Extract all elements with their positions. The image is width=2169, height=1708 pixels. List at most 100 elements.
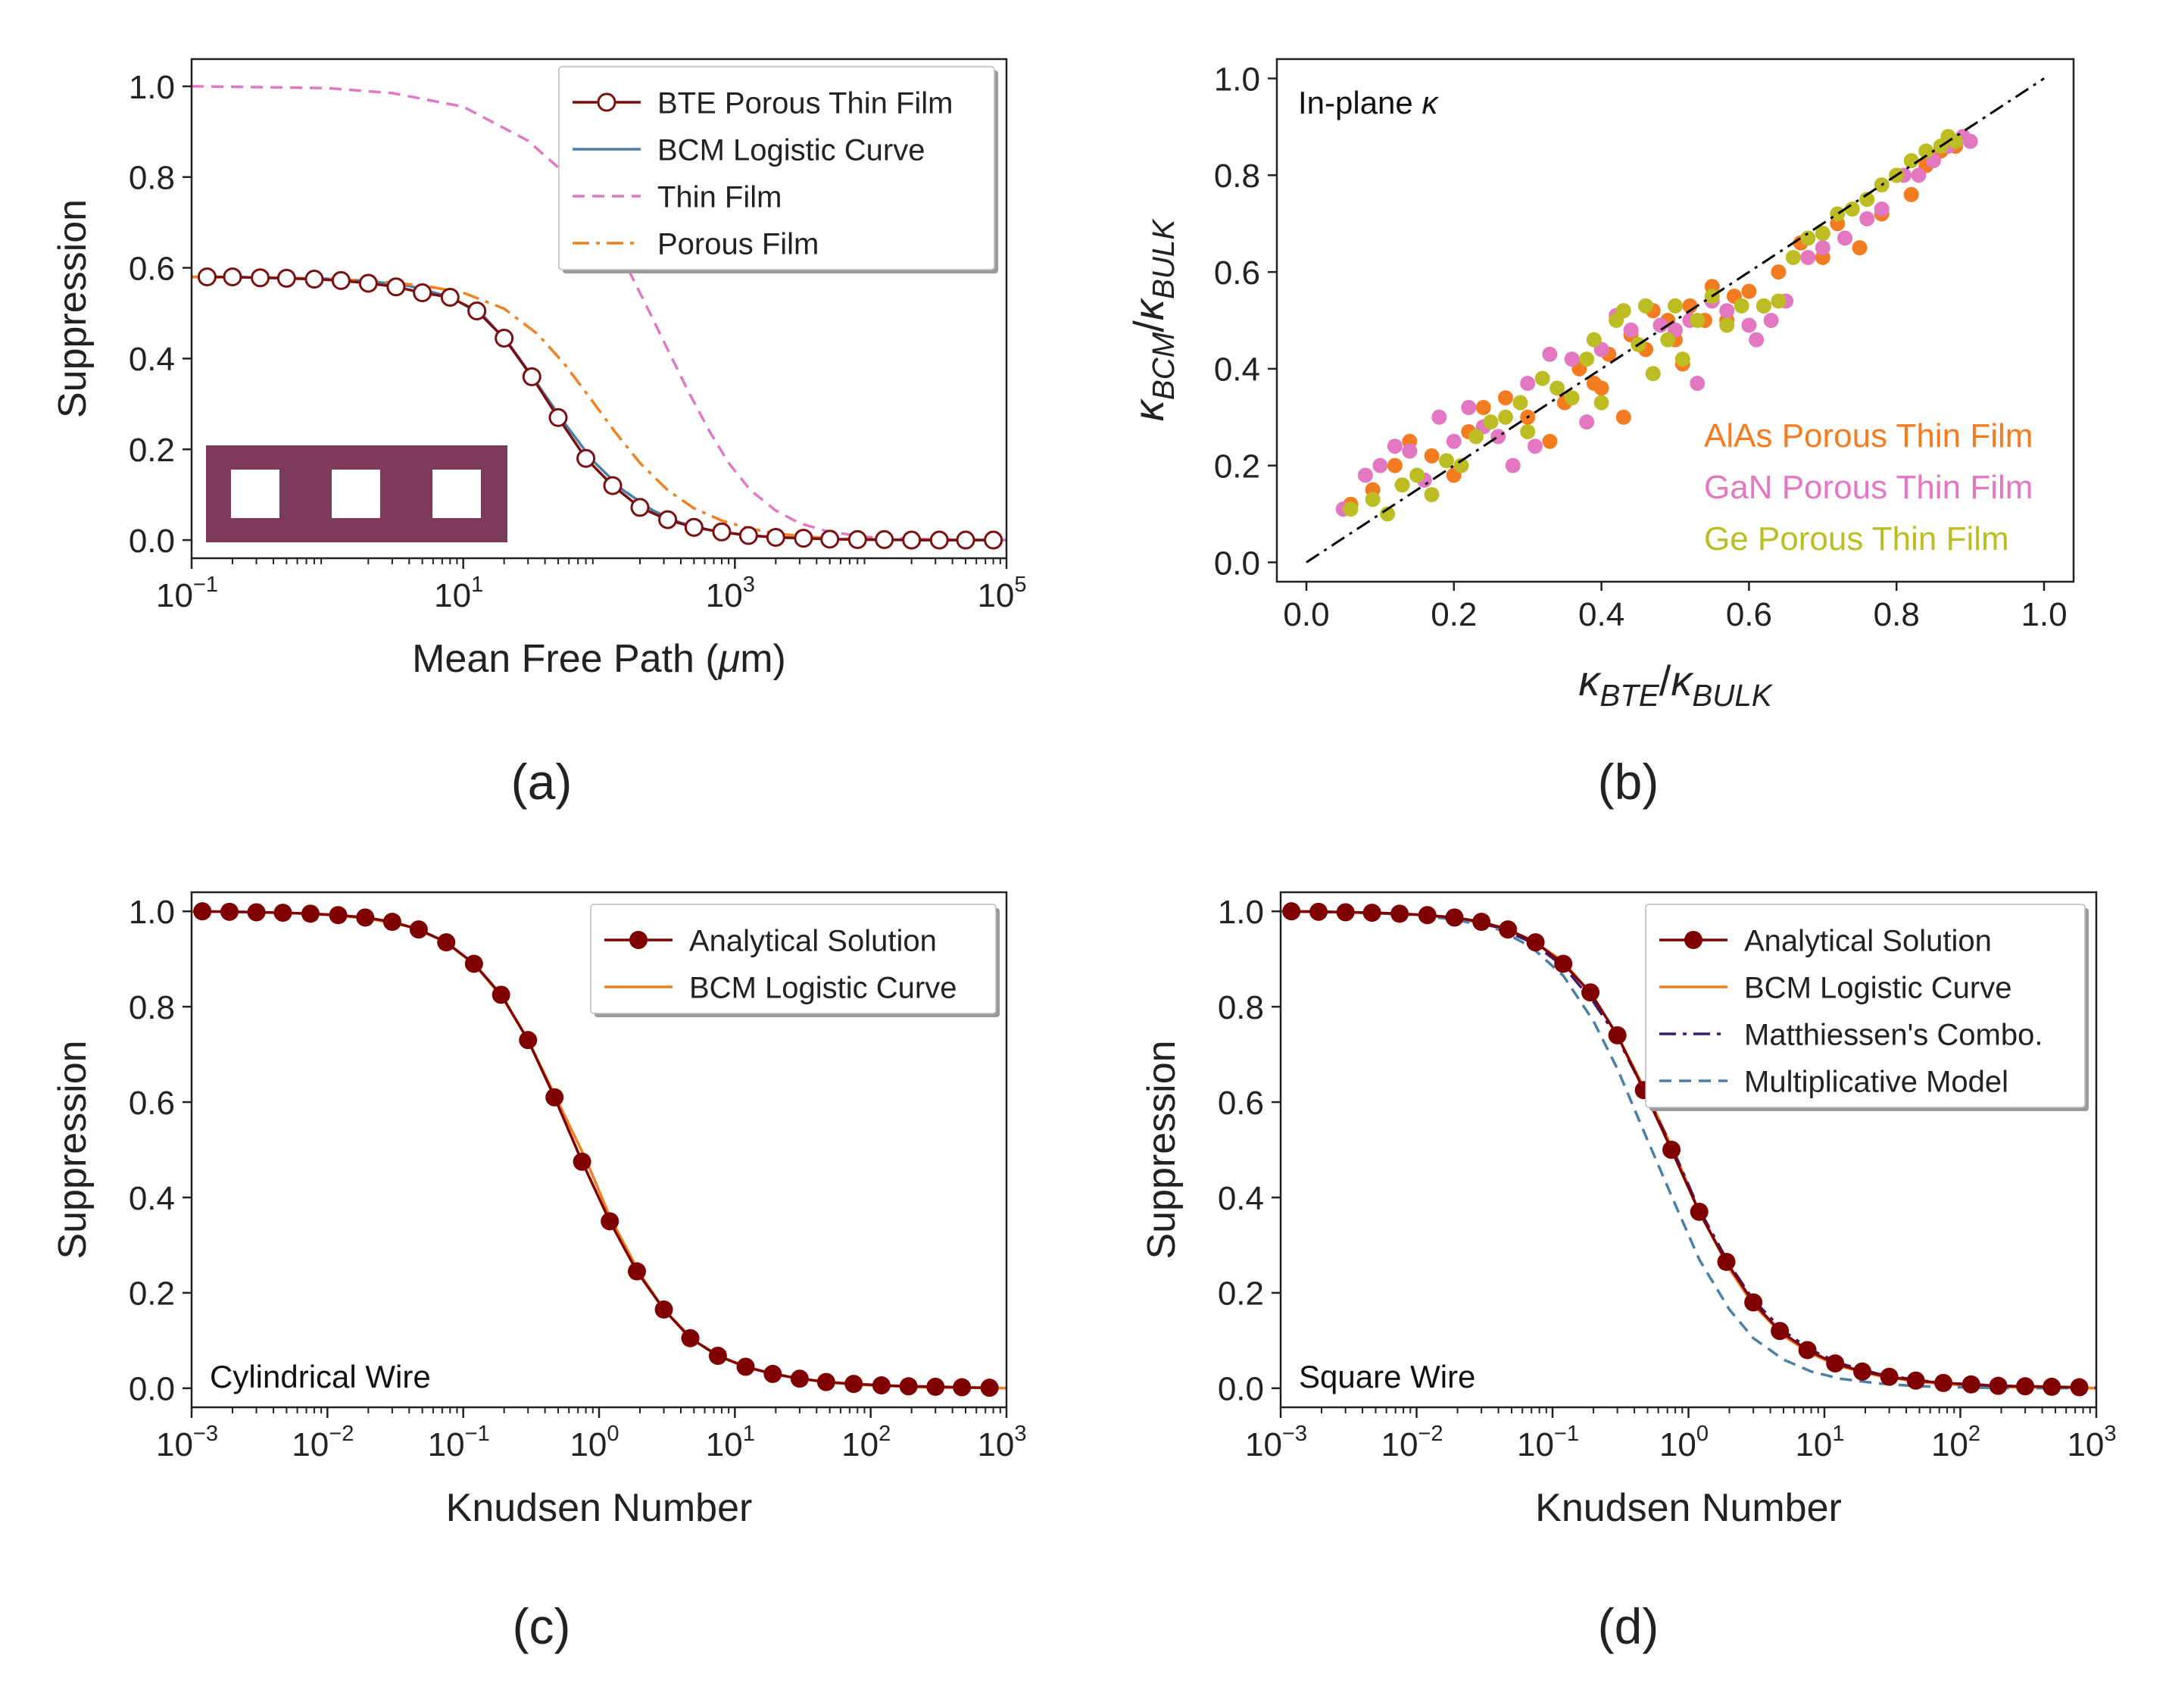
data-point [1387,457,1403,473]
data-point [301,904,320,923]
data-point [1749,332,1765,348]
data-point [1365,492,1381,507]
data-point [1934,1373,1953,1392]
data-point [1989,1376,2008,1395]
data-point [1475,400,1491,415]
data-point [816,1372,835,1391]
data-point [193,902,212,921]
x-tick-label: 100 [1659,1422,1709,1463]
data-point [1690,313,1706,328]
x-tick-label: 10−1 [428,1422,490,1463]
data-point [1652,317,1668,333]
data-point [386,277,406,297]
x-tick-label: 0.4 [1578,596,1624,633]
inset-pore [432,470,481,518]
data-point [573,1152,591,1171]
data-point [1357,467,1373,483]
data-point [1409,467,1425,483]
data-point [1615,409,1631,425]
data-point [1520,423,1536,439]
data-point [1948,133,1964,149]
data-point [1542,346,1558,362]
panel-annotation: In-plane κ [1298,85,1439,120]
y-tick-label: 0.8 [1214,158,1260,195]
data-point [273,904,292,923]
data-point [847,529,867,549]
data-point [1336,903,1355,922]
inset-pore [332,470,380,518]
plot-frame [1275,58,2075,583]
data-point [1771,293,1787,309]
data-point [437,933,456,952]
x-tick-label: 101 [434,573,483,614]
data-point [1798,1341,1817,1360]
data-point [1763,313,1779,328]
data-point [1446,433,1462,449]
data-point [1499,920,1518,939]
y-tick-label: 1.0 [1214,61,1260,98]
data-point [926,1377,945,1396]
x-tick-label: 101 [1795,1422,1844,1463]
data-point [220,902,239,921]
data-point [763,1364,782,1383]
data-point [1645,366,1661,382]
data-point [464,954,483,973]
legend-label: BCM Logistic Curve [657,133,925,167]
legend-label: AlAs Porous Thin Film [1704,417,2033,454]
y-tick-label: 0.0 [1218,1371,1264,1408]
x-axis-label: Mean Free Path (μm) [412,637,786,681]
data-point [1608,1026,1627,1044]
data-point [820,529,840,549]
data-point [467,301,487,320]
plot-area [1281,902,2096,1397]
data-point [1497,409,1513,425]
data-point [1424,487,1440,502]
data-point [1497,390,1513,406]
data-point [844,1375,863,1394]
data-point [1734,298,1749,314]
legend-label: BTE Porous Thin Film [657,86,953,120]
data-point [1815,240,1830,256]
data-point [1581,983,1600,1002]
x-axis-label: κBTE/κBULK [1578,657,1773,713]
data-point [1550,380,1565,396]
data-point [576,448,596,468]
data-point [1505,457,1521,473]
legend-marker [597,92,616,112]
data-point [409,920,428,939]
y-tick-label: 0.4 [1218,1180,1264,1217]
x-tick-label: 10−3 [156,1422,218,1463]
data-point [681,1329,700,1347]
data-point [545,1088,564,1107]
legend-label: Analytical Solution [1744,924,1992,957]
y-axis-label: κBCM/κBULK [1125,218,1181,422]
y-tick-label: 1.0 [1218,894,1264,931]
panel-label: (b) [1598,754,1659,810]
data-point [1826,1354,1845,1373]
data-point [1771,264,1787,280]
data-point [658,510,678,529]
data-point [1418,906,1437,925]
y-tick-label: 0.0 [1214,545,1260,582]
data-point [1906,1371,1925,1390]
data-point [1717,1252,1736,1271]
data-point [1472,913,1491,932]
data-point [1579,351,1595,367]
x-tick-label: 1.0 [2021,596,2067,633]
data-point [601,1212,619,1231]
data-point [1586,332,1602,348]
data-point [1785,249,1801,265]
data-point [1579,414,1595,430]
inset-pore [231,470,279,518]
data-point [738,526,758,545]
data-point [1771,1322,1790,1341]
panel-label: (a) [511,754,573,810]
data-point [358,273,378,293]
data-point [440,288,460,308]
data-point [522,367,541,386]
legend-label: BCM Logistic Curve [689,971,957,1004]
panel-label: (d) [1598,1598,1659,1654]
data-point [495,328,514,348]
panel-label: (c) [513,1598,571,1654]
x-tick-label: 103 [706,573,755,614]
